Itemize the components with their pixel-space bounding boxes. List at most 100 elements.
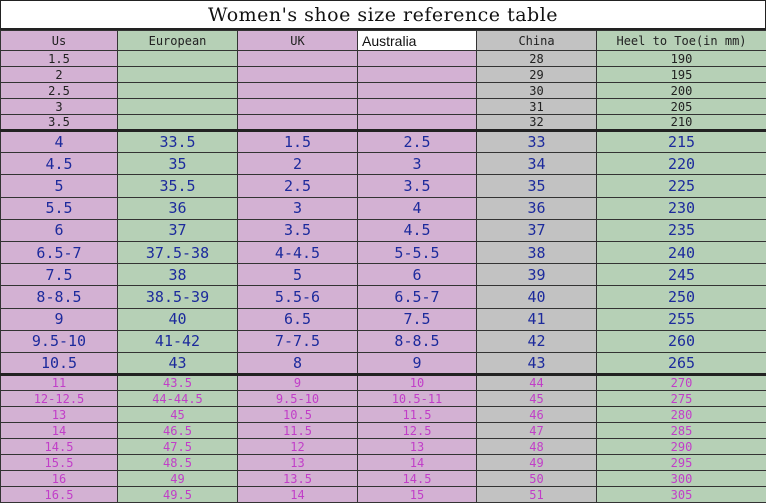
table-cell: 275 xyxy=(597,391,766,407)
table-cell: 6 xyxy=(358,264,477,286)
table-cell xyxy=(118,67,238,83)
table-cell: 10.5-11 xyxy=(358,391,477,407)
table-cell: 16.5 xyxy=(1,487,118,503)
table-cell: 14.5 xyxy=(1,439,118,455)
table-cell: 49.5 xyxy=(118,487,238,503)
table-cell: 3 xyxy=(358,153,477,175)
table-cell: 295 xyxy=(597,455,766,471)
table-cell: 40 xyxy=(477,286,597,308)
table-cell: 9.5-10 xyxy=(1,330,118,352)
header-china: China xyxy=(477,31,597,51)
table-cell: 3 xyxy=(1,99,118,115)
table-cell: 3 xyxy=(238,197,358,219)
table-cell: 12.5 xyxy=(358,423,477,439)
table-cell: 45 xyxy=(477,391,597,407)
table-cell: 49 xyxy=(477,455,597,471)
table-cell: 2.5 xyxy=(238,175,358,197)
table-cell: 2 xyxy=(238,153,358,175)
table-cell: 35 xyxy=(118,153,238,175)
header-european: European xyxy=(118,31,238,51)
table-cell: 7.5 xyxy=(358,308,477,330)
table-cell: 10 xyxy=(358,375,477,391)
table-cell: 6 xyxy=(1,219,118,241)
table-cell: 8-8.5 xyxy=(1,286,118,308)
table-cell: 38 xyxy=(118,264,238,286)
table-cell: 31 xyxy=(477,99,597,115)
table-cell: 7.5 xyxy=(1,264,118,286)
table-cell: 32 xyxy=(477,115,597,131)
table-cell: 14.5 xyxy=(358,471,477,487)
table-cell: 33.5 xyxy=(118,131,238,153)
table-cell: 47.5 xyxy=(118,439,238,455)
table-cell: 38 xyxy=(477,241,597,263)
table-cell: 37 xyxy=(118,219,238,241)
table-cell: 50 xyxy=(477,471,597,487)
table-cell xyxy=(238,115,358,131)
table-cell: 3.5 xyxy=(1,115,118,131)
table-cell: 38.5-39 xyxy=(118,286,238,308)
table-cell: 36 xyxy=(477,197,597,219)
table-cell: 41-42 xyxy=(118,330,238,352)
table-cell: 200 xyxy=(597,83,766,99)
table-cell: 15 xyxy=(358,487,477,503)
table-cell: 6.5 xyxy=(238,308,358,330)
table-cell: 13.5 xyxy=(238,471,358,487)
table-cell xyxy=(358,83,477,99)
table-cell xyxy=(118,83,238,99)
table-cell: 4 xyxy=(1,131,118,153)
table-cell: 43 xyxy=(477,352,597,374)
table-cell: 6.5-7 xyxy=(358,286,477,308)
table-cell: 9.5-10 xyxy=(238,391,358,407)
table-cell: 13 xyxy=(1,407,118,423)
table-cell: 8-8.5 xyxy=(358,330,477,352)
table-cell: 48.5 xyxy=(118,455,238,471)
table-cell: 12-12.5 xyxy=(1,391,118,407)
header-heel-to-toe: Heel to Toe(in mm) xyxy=(597,31,766,51)
table-cell: 7-7.5 xyxy=(238,330,358,352)
table-cell: 10.5 xyxy=(238,407,358,423)
table-cell: 37.5-38 xyxy=(118,241,238,263)
size-table: Us European UK Australia China Heel to T… xyxy=(0,30,766,503)
table-cell: 5.5 xyxy=(1,197,118,219)
table-cell: 14 xyxy=(358,455,477,471)
table-cell: 4.5 xyxy=(1,153,118,175)
table-cell xyxy=(118,51,238,67)
table-cell: 45 xyxy=(118,407,238,423)
table-cell: 4 xyxy=(358,197,477,219)
table-cell xyxy=(358,99,477,115)
table-cell xyxy=(238,99,358,115)
table-cell: 14 xyxy=(238,487,358,503)
table-cell: 240 xyxy=(597,241,766,263)
table-cell: 35.5 xyxy=(118,175,238,197)
table-cell: 4-4.5 xyxy=(238,241,358,263)
table-cell xyxy=(358,67,477,83)
table-cell: 230 xyxy=(597,197,766,219)
table-cell: 14 xyxy=(1,423,118,439)
table-cell: 16 xyxy=(1,471,118,487)
table-cell: 5 xyxy=(1,175,118,197)
table-cell: 11.5 xyxy=(358,407,477,423)
table-cell: 49 xyxy=(118,471,238,487)
table-cell: 190 xyxy=(597,51,766,67)
table-cell: 210 xyxy=(597,115,766,131)
table-cell xyxy=(118,115,238,131)
table-cell: 5-5.5 xyxy=(358,241,477,263)
table-cell: 28 xyxy=(477,51,597,67)
